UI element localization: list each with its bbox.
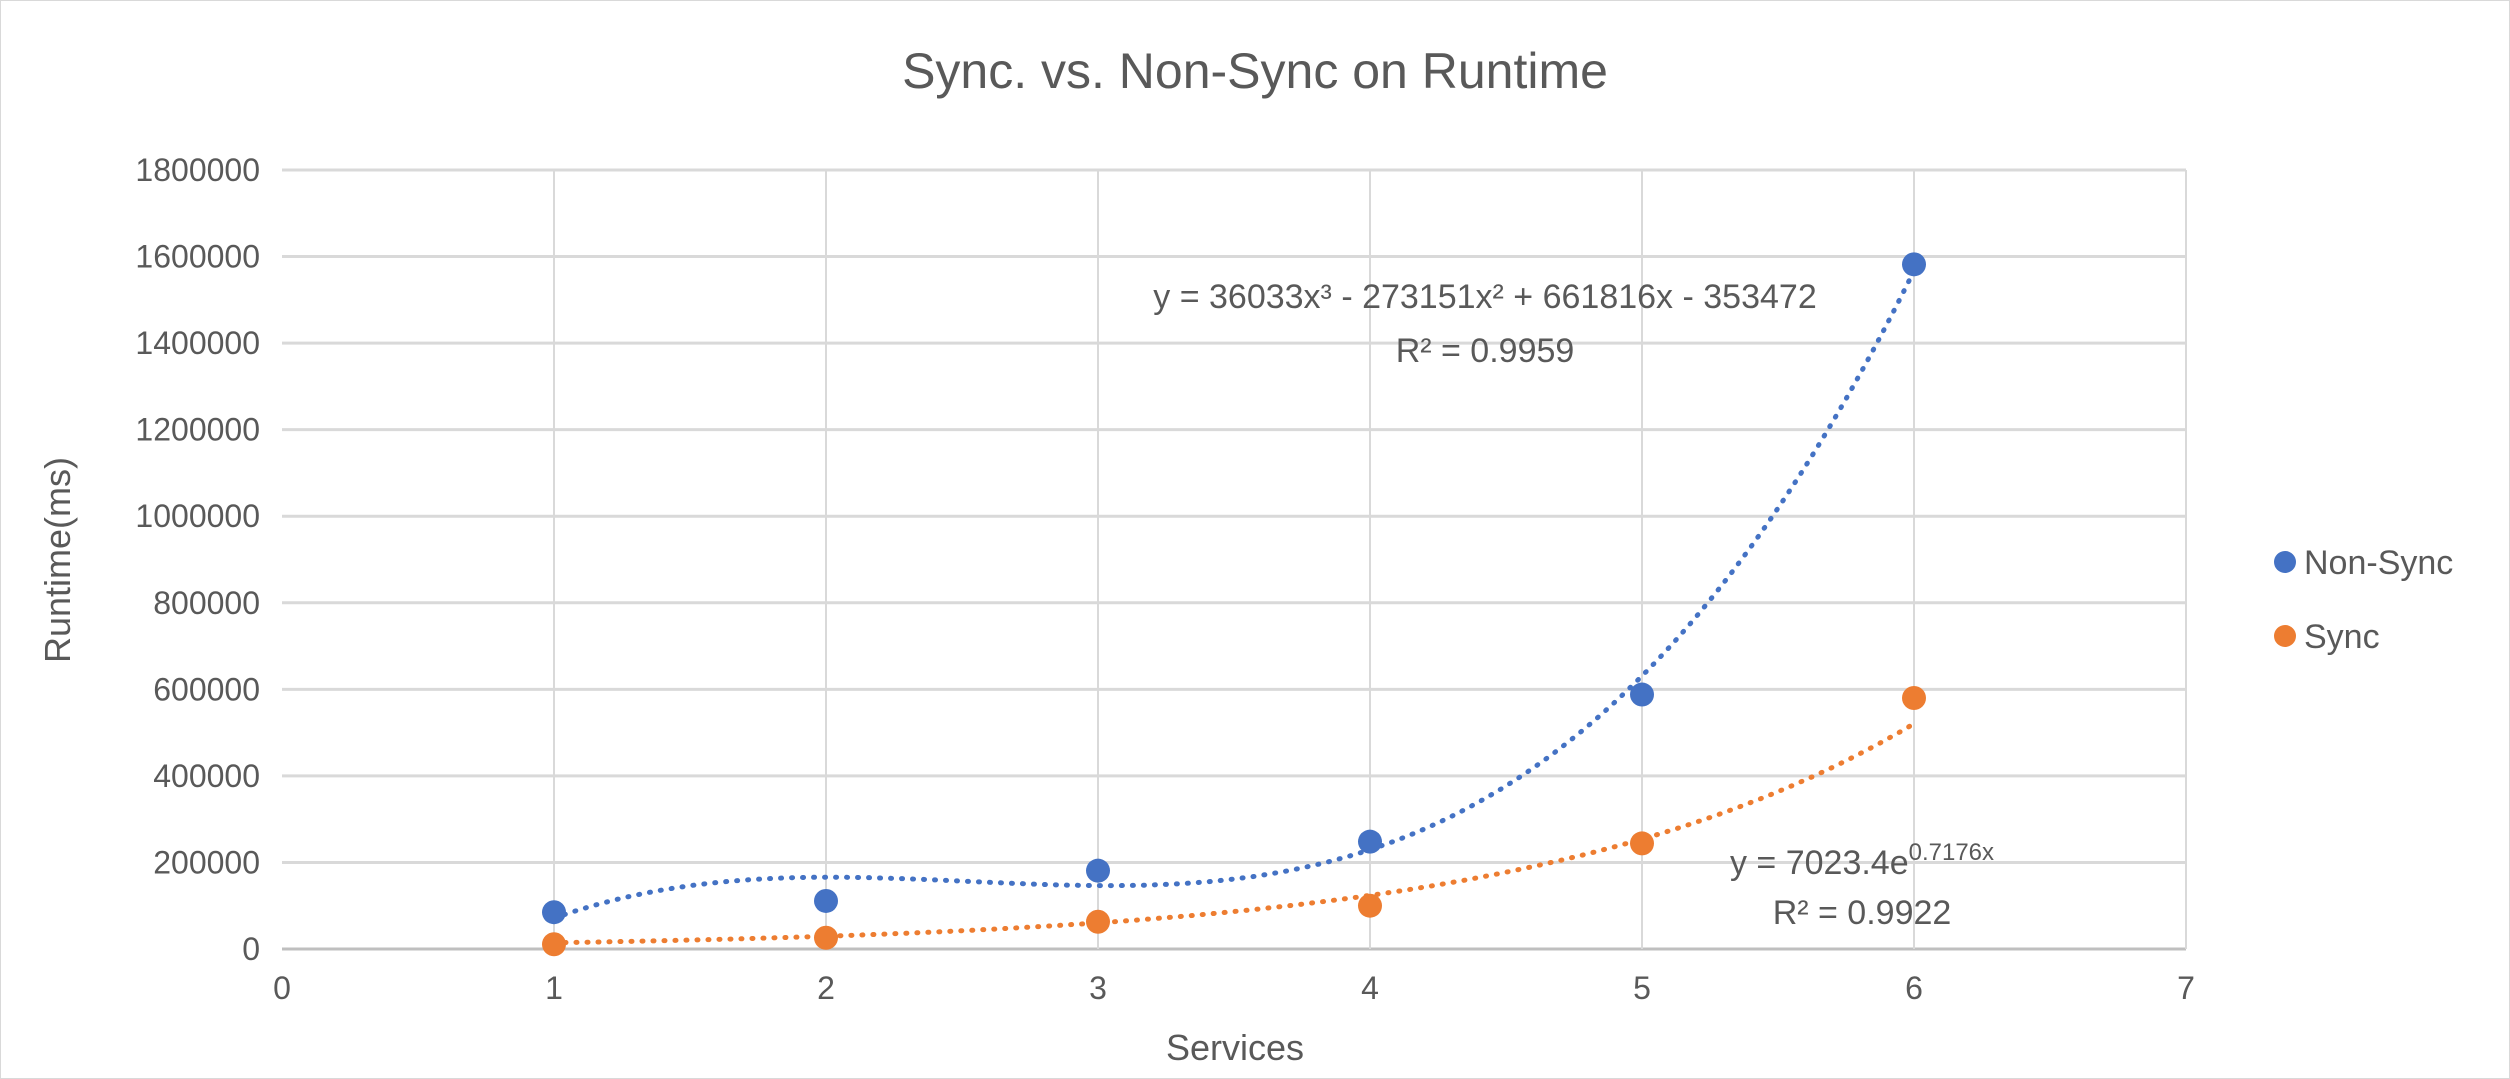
sync-data-point[interactable] xyxy=(1902,685,1926,710)
nonsync-trend-equation: y = 36033x³ - 273151x² + 661816x - 35347… xyxy=(1153,278,1816,316)
y-tick-label: 600000 xyxy=(153,671,260,707)
y-tick-label: 1600000 xyxy=(135,239,260,275)
x-tick-label: 1 xyxy=(545,970,563,1006)
y-tick-label: 1200000 xyxy=(135,412,260,448)
y-tick-label: 0 xyxy=(242,931,260,967)
sync-data-point[interactable] xyxy=(1086,909,1110,934)
y-tick-label: 1000000 xyxy=(135,498,260,534)
non-sync-data-point[interactable] xyxy=(1902,252,1926,277)
non-sync-trendline xyxy=(551,268,1917,921)
x-tick-label: 4 xyxy=(1361,970,1379,1006)
sync-equation-exponent: 0.7176x xyxy=(1909,839,1994,866)
y-tick-label: 800000 xyxy=(153,585,260,621)
x-tick-label: 2 xyxy=(817,970,835,1006)
sync-data-point[interactable] xyxy=(1358,893,1382,918)
y-axis-label: Runtime(ms) xyxy=(37,457,78,663)
x-tick-label: 5 xyxy=(1633,970,1651,1006)
chart-title: Sync. vs. Non-Sync on Runtime xyxy=(902,43,1608,99)
legend-item-sync[interactable]: Sync xyxy=(2274,618,2380,656)
x-tick-label: 7 xyxy=(2177,970,2195,1006)
legend-item-non-sync[interactable]: Non-Sync xyxy=(2274,544,2453,582)
sync-data-point[interactable] xyxy=(814,925,838,950)
y-tick-label: 400000 xyxy=(153,758,260,794)
sync-trend-equation: y = 7023.4e0.7176x xyxy=(1730,839,1994,882)
sync-data-point[interactable] xyxy=(1630,831,1654,856)
legend-marker-non-sync xyxy=(2274,551,2296,573)
non-sync-data-point[interactable] xyxy=(542,900,566,925)
sync-trend-r2: R² = 0.9922 xyxy=(1773,894,1952,932)
legend: Non-Sync Sync xyxy=(2274,544,2453,656)
sync-data-point[interactable] xyxy=(542,932,566,957)
x-tick-label: 6 xyxy=(1905,970,1923,1006)
non-sync-data-point[interactable] xyxy=(814,888,838,913)
sync-trendline xyxy=(551,721,1917,946)
x-tick-label: 3 xyxy=(1089,970,1107,1006)
nonsync-trend-r2: R² = 0.9959 xyxy=(1396,332,1575,370)
sync-equation-base: y = 7023.4e xyxy=(1730,844,1909,882)
non-sync-data-point[interactable] xyxy=(1630,682,1654,707)
y-tick-label: 1800000 xyxy=(135,152,260,188)
y-tick-label: 200000 xyxy=(153,844,260,880)
non-sync-data-point[interactable] xyxy=(1358,829,1382,854)
legend-marker-sync xyxy=(2274,625,2296,647)
legend-label-non-sync: Non-Sync xyxy=(2304,544,2453,582)
y-tick-label: 1400000 xyxy=(135,325,260,361)
legend-label-sync: Sync xyxy=(2304,618,2380,656)
x-tick-label: 0 xyxy=(273,970,291,1006)
x-axis-label: Services xyxy=(1166,1027,1304,1068)
non-sync-data-point[interactable] xyxy=(1086,858,1110,883)
